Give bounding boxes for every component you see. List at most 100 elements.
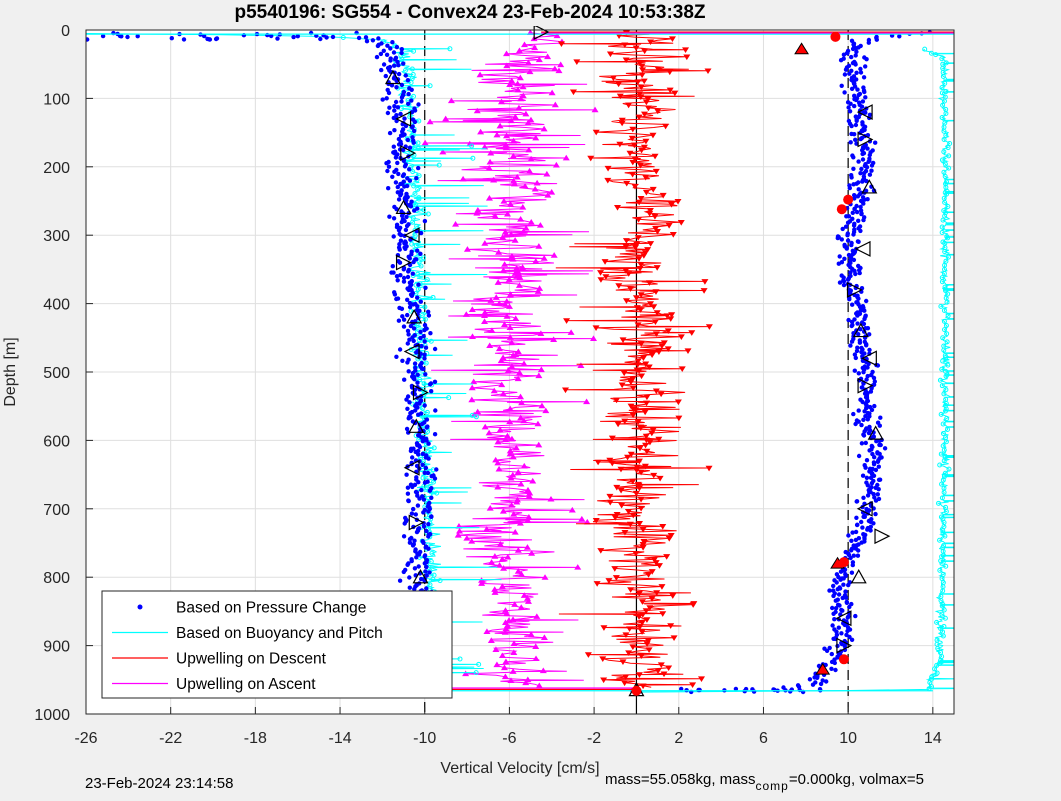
pressure-point bbox=[860, 99, 866, 104]
upwelling-descent-marker bbox=[608, 435, 616, 442]
upwelling-descent-marker bbox=[640, 539, 648, 545]
buoyancy-marker bbox=[943, 132, 949, 138]
upwelling-ascent-marker bbox=[520, 41, 528, 48]
pressure-point bbox=[422, 327, 427, 333]
pressure-point bbox=[416, 480, 421, 485]
upwelling-ascent-marker bbox=[547, 495, 555, 502]
upwelling-ascent-marker bbox=[499, 507, 507, 514]
upwelling-ascent-marker bbox=[462, 670, 470, 677]
black-triangle-marker bbox=[850, 568, 867, 584]
upwelling-descent-marker bbox=[642, 174, 650, 181]
upwelling-ascent-marker bbox=[490, 387, 498, 394]
x-tick-label: -18 bbox=[244, 730, 267, 747]
upwelling-descent-marker bbox=[622, 57, 630, 64]
buoyancy-marker bbox=[469, 143, 475, 149]
pressure-point bbox=[426, 534, 431, 539]
upwelling-ascent-marker bbox=[485, 429, 493, 436]
upwelling-descent-marker bbox=[641, 463, 649, 470]
pressure-point bbox=[399, 47, 404, 52]
pressure-point bbox=[394, 44, 400, 50]
upwelling-ascent-marker bbox=[537, 366, 545, 373]
buoyancy-marker bbox=[939, 229, 945, 235]
black-triangle-marker bbox=[408, 418, 425, 433]
pressure-point bbox=[863, 440, 868, 446]
upwelling-ascent-marker bbox=[492, 456, 500, 463]
pressure-point bbox=[696, 687, 701, 693]
black-triangle-marker bbox=[835, 610, 852, 627]
upwelling-ascent-marker bbox=[524, 119, 532, 126]
buoyancy-marker bbox=[940, 217, 946, 223]
black-triangle-marker bbox=[854, 240, 871, 257]
upwelling-descent-marker bbox=[640, 144, 648, 151]
upwelling-ascent-marker bbox=[486, 504, 494, 511]
pressure-point bbox=[838, 577, 843, 582]
pressure-point bbox=[426, 546, 431, 551]
upwelling-ascent-marker bbox=[470, 378, 478, 385]
buoyancy-marker bbox=[942, 533, 948, 539]
upwelling-ascent-marker bbox=[504, 210, 512, 217]
upwelling-descent-marker bbox=[668, 312, 676, 318]
upwelling-descent-marker bbox=[651, 319, 659, 325]
pressure-point bbox=[386, 90, 392, 96]
upwelling-ascent-marker bbox=[459, 175, 467, 182]
pressure-point bbox=[390, 174, 395, 179]
pressure-point bbox=[858, 228, 863, 234]
buoyancy-marker bbox=[409, 241, 415, 247]
upwelling-ascent-marker bbox=[515, 104, 523, 111]
pressure-point bbox=[429, 514, 434, 519]
upwelling-descent-marker bbox=[634, 419, 642, 426]
buoyancy-marker bbox=[430, 576, 436, 582]
upwelling-ascent-marker bbox=[512, 315, 520, 321]
upwelling-descent-marker bbox=[657, 662, 665, 669]
pressure-point bbox=[125, 34, 130, 40]
pressure-point bbox=[432, 432, 438, 437]
upwelling-descent-marker bbox=[622, 268, 630, 274]
upwelling-ascent-marker bbox=[527, 116, 535, 123]
pressure-point bbox=[851, 411, 856, 417]
buoyancy-marker bbox=[940, 358, 946, 364]
pressure-point bbox=[402, 377, 407, 382]
upwelling-ascent-marker bbox=[525, 492, 533, 499]
upwelling-descent-marker bbox=[635, 485, 643, 492]
pressure-point bbox=[416, 412, 421, 417]
pressure-point bbox=[398, 232, 404, 238]
pressure-point bbox=[393, 99, 399, 105]
upwelling-ascent-marker bbox=[508, 363, 516, 370]
upwelling-ascent-marker bbox=[533, 613, 541, 619]
upwelling-descent-marker bbox=[604, 177, 612, 184]
pressure-point bbox=[414, 350, 419, 355]
pressure-point bbox=[842, 622, 847, 628]
pressure-point bbox=[839, 83, 844, 89]
pressure-point bbox=[865, 417, 870, 422]
pressure-point bbox=[843, 589, 848, 594]
upwelling-descent-marker bbox=[606, 493, 614, 500]
buoyancy-marker bbox=[410, 219, 416, 225]
footer-comp-text: =0.000kg, volmax=5 bbox=[788, 771, 924, 788]
buoyancy-marker bbox=[945, 203, 951, 209]
upwelling-ascent-marker bbox=[468, 396, 476, 403]
upwelling-descent-marker bbox=[605, 578, 613, 584]
pressure-point bbox=[858, 327, 863, 332]
pressure-point bbox=[855, 345, 860, 350]
pressure-point bbox=[842, 643, 847, 649]
upwelling-ascent-marker bbox=[555, 67, 563, 74]
upwelling-ascent-marker bbox=[503, 132, 511, 139]
upwelling-descent-marker bbox=[642, 138, 650, 145]
pressure-point bbox=[848, 555, 853, 561]
upwelling-ascent-marker bbox=[474, 408, 482, 415]
pressure-point bbox=[381, 62, 387, 67]
pressure-point bbox=[852, 93, 857, 99]
upwelling-descent-marker bbox=[615, 283, 623, 289]
buoyancy-marker bbox=[998, 317, 1002, 321]
upwelling-ascent-marker bbox=[517, 604, 525, 610]
upwelling-ascent-marker bbox=[506, 334, 514, 340]
upwelling-ascent-marker bbox=[506, 81, 514, 88]
pressure-point bbox=[861, 514, 866, 519]
upwelling-descent-marker bbox=[663, 554, 671, 560]
pressure-point bbox=[876, 487, 881, 492]
pressure-point bbox=[840, 595, 845, 601]
upwelling-descent-marker bbox=[665, 536, 673, 542]
pressure-point bbox=[392, 292, 398, 297]
buoyancy-marker bbox=[410, 169, 416, 175]
pressure-point bbox=[827, 645, 832, 651]
